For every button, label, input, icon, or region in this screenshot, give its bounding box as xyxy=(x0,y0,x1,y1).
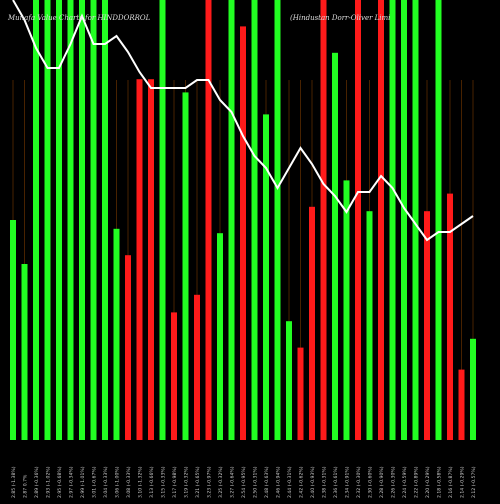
x-tick-label: 3.15 (-0.33%) xyxy=(161,466,167,498)
x-tick-label: 2.34 (-0.91%) xyxy=(345,466,351,498)
bar-down xyxy=(355,0,361,440)
bar-up xyxy=(44,0,51,440)
bar-down xyxy=(378,0,384,440)
bar-up xyxy=(274,0,281,440)
bar-up xyxy=(228,0,235,440)
x-tick-label: 2.38 (-0.31%) xyxy=(322,466,328,498)
x-tick-label: 3.06 (-1.00%) xyxy=(115,466,121,498)
bar-down xyxy=(320,0,327,440)
x-tick-label: 2.87 0.7% xyxy=(23,474,29,498)
x-tick-label: 2.40 (-0.93%) xyxy=(310,466,316,498)
bar-up xyxy=(113,228,120,440)
x-tick-label: 3.01 (-0.67%) xyxy=(92,466,98,498)
x-tick-label: 2.36 (-0.61%) xyxy=(333,466,339,498)
x-tick-label: 2.95 (-0.68%) xyxy=(57,466,63,498)
x-tick-label: 3.08 (-0.33%) xyxy=(126,466,132,498)
bar-up xyxy=(67,0,74,440)
x-tick-label: 2.12 (-0.57%) xyxy=(471,466,477,498)
bar-up xyxy=(159,0,166,440)
bar-up xyxy=(10,220,16,440)
bar-up xyxy=(389,0,396,440)
bar-down xyxy=(458,369,465,440)
x-tick-label: 3.17 (-0.98%) xyxy=(172,466,178,498)
bar-down xyxy=(297,347,304,440)
x-tick-label: 2.46 (-0.94%) xyxy=(276,466,282,498)
bar-up xyxy=(90,0,97,440)
bar-up xyxy=(412,0,419,440)
x-tick-label: 2.97 (-0.34%) xyxy=(69,466,75,498)
x-tick-label: 2.42 (-0.62%) xyxy=(299,466,305,498)
x-tick-label: 3.27 (-0.64%) xyxy=(230,466,236,498)
x-tick-label: 2.85 (-1.38%) xyxy=(11,466,17,498)
bar-up xyxy=(470,338,476,440)
bar-up xyxy=(286,321,292,440)
bar-up xyxy=(56,0,62,440)
x-tick-label: 3.21 (-0.65%) xyxy=(195,466,201,498)
bar-up xyxy=(251,0,258,440)
chart-title: Munafa Value Charts for HINDDORROL xyxy=(8,14,151,22)
x-tick-label: 3.25 (-0.32%) xyxy=(218,466,224,498)
x-tick-label: 2.18 (-0.58%) xyxy=(437,466,443,498)
chart-subtitle: (Hindustan Dorr-Oliver Limi xyxy=(290,14,391,22)
x-tick-label: 2.93 (-1.02%) xyxy=(46,466,52,498)
x-tick-label: 2.20 (-0.29%) xyxy=(425,466,431,498)
bar-up xyxy=(401,0,407,440)
bar-down xyxy=(205,0,212,440)
bar-up xyxy=(79,0,85,440)
bar-down xyxy=(136,79,143,440)
bar-down xyxy=(125,255,131,440)
bar-down xyxy=(171,312,177,440)
x-tick-label: 2.89 (-0.36%) xyxy=(34,466,40,498)
x-tick-label: 3.19 (-0.32%) xyxy=(184,466,190,498)
bar-up xyxy=(182,92,189,441)
bar-up xyxy=(102,0,108,440)
x-tick-label: 2.54 (-0.95%) xyxy=(241,466,247,498)
x-tick-label: 2.24 (-0.59%) xyxy=(402,466,408,498)
x-tick-label: 2.30 (-0.60%) xyxy=(368,466,374,498)
x-tick-label: 2.48 (-0.63%) xyxy=(264,466,270,498)
bar-up xyxy=(435,0,442,440)
bar-down xyxy=(148,79,154,440)
x-tick-label: 2.22 (-0.89%) xyxy=(414,466,420,498)
x-tick-label: 2.16 (-0.87%) xyxy=(448,466,454,498)
bar-up xyxy=(332,52,338,441)
bar-down xyxy=(309,206,315,440)
series-line xyxy=(12,0,474,242)
bar-down xyxy=(194,294,200,440)
x-tick-label: 2.32 (-0.30%) xyxy=(356,466,362,498)
x-tick-label: 3.04 (-0.33%) xyxy=(103,466,109,498)
bar-down xyxy=(424,211,430,440)
x-tick-label: 2.28 (-0.90%) xyxy=(379,466,385,498)
bar-up xyxy=(366,211,373,440)
x-tick-label: 3.10 (-1.32%) xyxy=(138,466,144,498)
x-tick-label: 3.13 (-0.66%) xyxy=(149,466,155,498)
bar-up xyxy=(217,233,223,440)
x-tick-label: 3.23 (-0.97%) xyxy=(207,466,213,498)
x-tick-label: 2.44 (-0.31%) xyxy=(287,466,293,498)
bar-up xyxy=(263,114,269,441)
x-tick-label: 2.14 (-0.29%) xyxy=(460,466,466,498)
x-tick-label: 2.99 (-1.01%) xyxy=(80,466,86,498)
bar-up xyxy=(21,264,28,440)
bar-down xyxy=(447,193,453,440)
bar-up xyxy=(343,180,350,440)
x-tick-label: 2.26 (-0.30%) xyxy=(391,466,397,498)
bar-up xyxy=(33,0,39,440)
x-tick-label: 2.50 (-0.31%) xyxy=(253,466,259,498)
bar-down xyxy=(240,26,246,441)
